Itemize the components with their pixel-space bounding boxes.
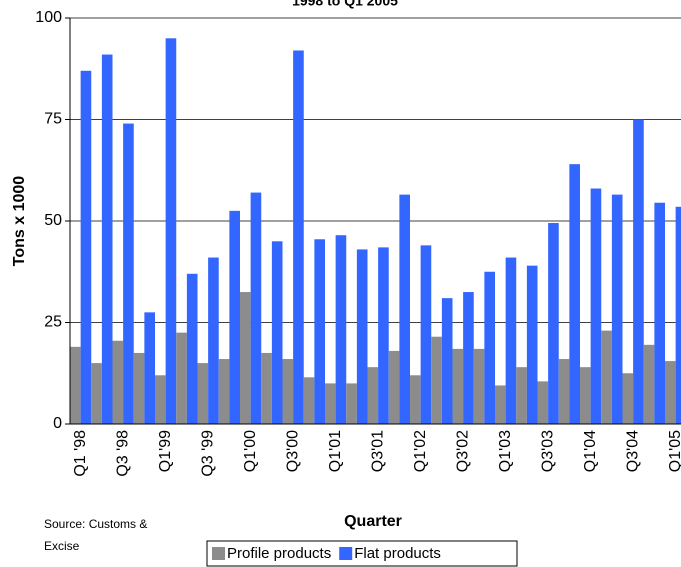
- legend-swatch: [212, 547, 225, 560]
- bar: [165, 38, 177, 425]
- x-tick-label: Q3'02: [454, 430, 471, 472]
- bar: [314, 239, 325, 424]
- x-tick-label: Q1'01: [327, 430, 344, 472]
- y-tick-label: 50: [44, 212, 62, 229]
- y-tick-label: 25: [44, 314, 62, 331]
- x-tick-label: Q3'04: [624, 430, 641, 472]
- bar: [463, 292, 474, 424]
- bar: [654, 202, 665, 424]
- bar: [91, 363, 102, 424]
- bar: [473, 348, 485, 424]
- bar: [580, 367, 591, 424]
- bar: [335, 235, 347, 424]
- bar: [665, 361, 676, 424]
- bar: [399, 194, 410, 424]
- y-tick-label: 100: [35, 9, 62, 26]
- y-tick-label: 75: [44, 111, 62, 128]
- bar: [293, 50, 304, 424]
- x-tick-label: Q3'00: [284, 430, 301, 472]
- bar: [250, 192, 262, 424]
- bar: [346, 383, 357, 424]
- x-tick-label: Q1'04: [582, 430, 599, 472]
- bar: [537, 381, 549, 424]
- bar: [123, 123, 134, 424]
- x-tick-label: Q1'05: [667, 430, 681, 472]
- x-tick-label: Q1'02: [412, 430, 429, 472]
- bar: [378, 247, 389, 424]
- bar: [622, 373, 634, 424]
- bar: [441, 298, 453, 424]
- bar: [155, 375, 166, 424]
- bar: [186, 273, 198, 424]
- y-axis-label: Tons x 1000: [11, 176, 28, 267]
- bar: [505, 257, 517, 424]
- bar: [218, 359, 230, 424]
- bar: [611, 194, 623, 424]
- bar: [261, 352, 272, 424]
- bar: [516, 367, 527, 424]
- bar: [675, 206, 681, 424]
- x-tick-label: Q1'99: [157, 430, 174, 472]
- legend-box: [206, 540, 518, 567]
- x-tick-label: Q3 '99: [199, 430, 216, 477]
- bar: [70, 346, 81, 424]
- x-tick-label: Q3 '98: [114, 430, 131, 477]
- y-tick-label: 0: [53, 415, 62, 432]
- bar: [208, 257, 219, 424]
- chart-title: 1998 to Q1 2005: [292, 0, 398, 9]
- bar: [144, 312, 155, 424]
- x-axis-label: Quarter: [344, 513, 402, 530]
- bar: [325, 383, 336, 424]
- bar: [303, 377, 315, 424]
- bar: [484, 271, 495, 424]
- bar: [526, 265, 538, 424]
- x-tick-label: Q1'00: [242, 430, 259, 472]
- x-tick-label: Q3'03: [539, 430, 556, 472]
- bar: [569, 164, 580, 424]
- bar: [197, 363, 209, 424]
- bar: [410, 375, 421, 424]
- bar: [590, 188, 602, 424]
- bar: [271, 241, 283, 424]
- bar: [240, 292, 251, 424]
- legend-label: Flat products: [354, 545, 441, 562]
- bar: [495, 385, 506, 424]
- bar: [367, 367, 379, 424]
- bar: [282, 359, 294, 424]
- bar: [633, 119, 644, 424]
- bar: [229, 210, 240, 424]
- legend-label: Profile products: [227, 545, 331, 562]
- bar: [643, 344, 655, 424]
- x-tick-label: Q3'01: [369, 430, 386, 472]
- bar: [112, 340, 124, 424]
- bar: [558, 359, 570, 424]
- bar: [133, 352, 145, 424]
- bar: [420, 245, 432, 424]
- bar: [601, 330, 612, 424]
- x-tick-label: Q1'03: [497, 430, 514, 472]
- bar: [356, 249, 368, 424]
- bar: [548, 223, 559, 424]
- bar: [431, 336, 442, 424]
- bar: [452, 348, 464, 424]
- x-tick-label: Q1 '98: [72, 430, 89, 477]
- bar: [176, 332, 187, 424]
- bar: [80, 70, 92, 424]
- bar: [101, 54, 113, 424]
- source-note: Source: Customs & Excise: [44, 517, 148, 553]
- legend-swatch: [339, 547, 353, 560]
- bar: [388, 350, 400, 424]
